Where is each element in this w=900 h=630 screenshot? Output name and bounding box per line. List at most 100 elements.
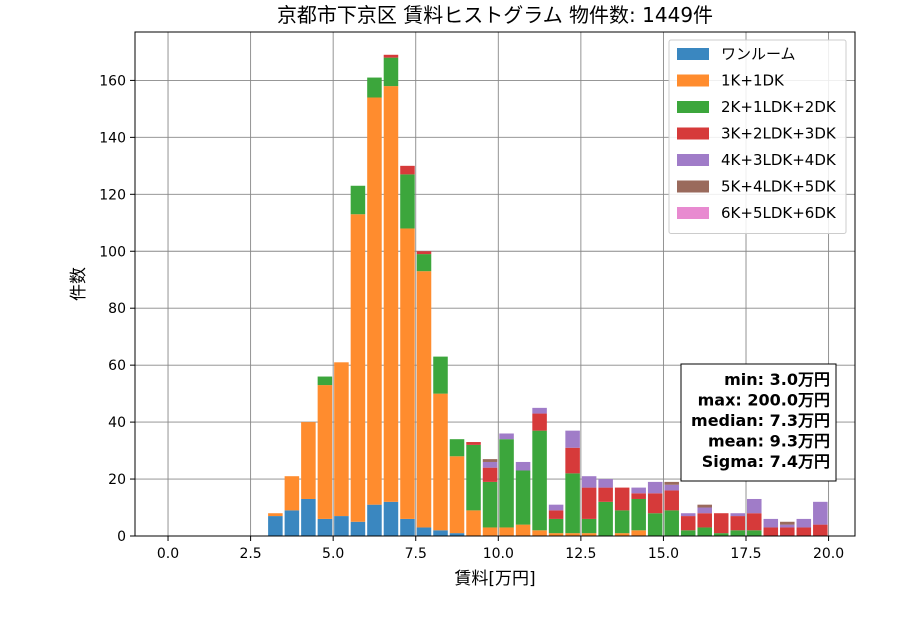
histogram-bar [400, 228, 415, 519]
x-tick-label: 5.0 [322, 546, 344, 562]
histogram-bar [713, 513, 729, 534]
histogram-bar [482, 527, 498, 536]
stats-line: mean: 9.3万円 [708, 432, 830, 451]
histogram-bar [383, 86, 399, 502]
histogram-bar [680, 530, 696, 536]
histogram-bar [763, 518, 779, 528]
histogram-bar [747, 513, 762, 531]
histogram-bar [433, 393, 448, 531]
histogram-bar [532, 430, 547, 531]
histogram-bar [730, 516, 746, 531]
legend-swatch [677, 127, 709, 140]
legend-swatch [677, 101, 709, 113]
stats-line: max: 200.0万円 [698, 391, 830, 410]
stats-line: min: 3.0万円 [724, 370, 830, 389]
histogram-bar [581, 533, 597, 536]
histogram-bar [730, 530, 746, 536]
histogram-bar [499, 527, 514, 536]
histogram-bar [548, 510, 564, 519]
histogram-bar [548, 533, 564, 536]
y-tick-label: 60 [108, 358, 126, 374]
histogram-bar [614, 510, 630, 534]
histogram-bar [433, 356, 448, 394]
x-tick-label: 0.0 [157, 546, 179, 562]
x-tick-label: 7.5 [405, 546, 427, 562]
legend-swatch [677, 74, 709, 87]
histogram-bar [268, 516, 283, 536]
stats-box [680, 363, 837, 482]
x-axis-label: 賃料[万円] [454, 569, 535, 589]
histogram-bar [301, 498, 316, 536]
histogram-bar [515, 461, 531, 471]
histogram-bar [449, 533, 465, 536]
histogram-bar [400, 174, 415, 229]
histogram-bar [565, 533, 580, 536]
histogram-bar [631, 498, 646, 531]
histogram-bar [796, 518, 812, 528]
legend-entry: ワンルーム [721, 45, 796, 63]
histogram-bar [268, 513, 283, 517]
plot-frame [134, 31, 856, 537]
histogram-bar [780, 521, 795, 525]
histogram-bar [548, 518, 564, 534]
y-axis-label: 件数 [69, 267, 89, 301]
histogram-bar [565, 473, 580, 534]
legend-box [668, 39, 847, 234]
histogram-bar [416, 251, 432, 255]
histogram-bar [598, 479, 613, 488]
y-tick-label: 0 [117, 529, 126, 545]
histogram-bar [697, 513, 712, 528]
y-tick-label: 20 [108, 472, 126, 488]
histogram-bar [548, 504, 564, 511]
histogram-bar [449, 439, 465, 457]
legend-entry: 2K+1LDK+2DK [721, 98, 837, 116]
histogram-bar [780, 527, 795, 536]
histogram-bar [367, 97, 382, 505]
histogram-bar [565, 447, 580, 474]
legend-entry: 5K+4LDK+5DK [721, 178, 837, 196]
histogram-bar [813, 501, 828, 525]
histogram-bar [664, 481, 679, 485]
histogram-bar [301, 422, 316, 499]
y-tick-label: 100 [99, 244, 126, 260]
histogram-bar [664, 484, 679, 491]
y-tick-label: 140 [99, 130, 126, 146]
histogram-bar [631, 493, 646, 499]
histogram-bar [334, 362, 349, 517]
histogram-bar [631, 530, 646, 536]
histogram-bar [383, 501, 399, 536]
chart-title: 京都市下京区 賃料ヒストグラム 物件数: 1449件 [277, 3, 713, 27]
legend-entry: 4K+3LDK+4DK [721, 151, 837, 169]
histogram-bar [466, 510, 481, 536]
histogram-bar [482, 461, 498, 468]
histogram-bar [680, 513, 696, 517]
histogram-bar [466, 444, 481, 511]
histogram-bar [367, 504, 382, 536]
histogram-bar [697, 507, 712, 514]
histogram-bar [317, 376, 333, 386]
histogram-bar [747, 498, 762, 514]
histogram-bar [532, 407, 547, 414]
y-tick-label: 80 [108, 301, 126, 317]
stats-line: Sigma: 7.4万円 [702, 452, 830, 471]
histogram-bar [581, 518, 597, 534]
histogram-bar [284, 476, 300, 511]
histogram-bar [334, 516, 349, 536]
histogram-bar [697, 527, 712, 536]
histogram-bar [433, 530, 448, 536]
x-tick-label: 17.5 [730, 546, 761, 562]
histogram-bar [780, 524, 795, 528]
histogram-bar [482, 459, 498, 462]
histogram-bar [482, 481, 498, 528]
histogram-bar [416, 254, 432, 272]
histogram-bar [813, 524, 828, 536]
histogram-bar [284, 510, 300, 536]
histogram-bar [515, 470, 531, 525]
histogram-bar [747, 530, 762, 536]
histogram-bar [383, 54, 399, 58]
histogram-bar [367, 77, 382, 98]
legend-entry: 3K+2LDK+3DK [721, 125, 837, 143]
histogram-bar [317, 518, 333, 536]
histogram-bar [647, 493, 663, 514]
